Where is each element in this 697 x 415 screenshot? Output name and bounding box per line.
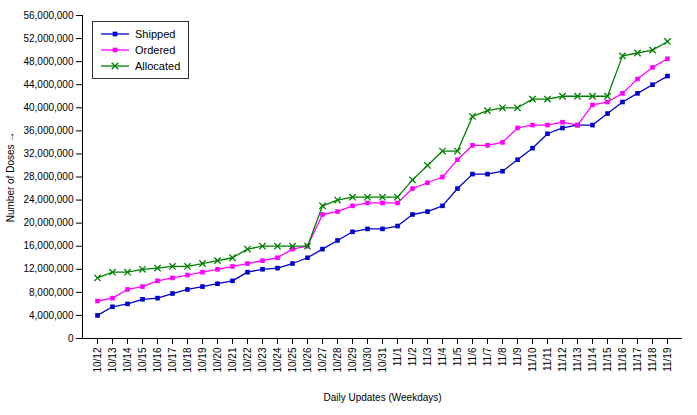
svg-text:10/18: 10/18	[182, 347, 193, 372]
svg-text:52,000,000: 52,000,000	[23, 33, 73, 44]
svg-text:32,000,000: 32,000,000	[23, 148, 73, 159]
svg-text:11/1: 11/1	[392, 347, 403, 366]
svg-text:10/23: 10/23	[257, 347, 268, 372]
svg-text:10/27: 10/27	[317, 347, 328, 372]
svg-text:11/6: 11/6	[467, 347, 478, 366]
html-text:Allocated: Allocated	[135, 60, 181, 72]
svg-text:11/7: 11/7	[482, 347, 493, 366]
svg-text:11/17: 11/17	[632, 347, 643, 372]
svg-text:10/19: 10/19	[197, 347, 208, 372]
svg-text:10/13: 10/13	[107, 347, 118, 372]
svg-text:10/28: 10/28	[332, 347, 343, 372]
svg-text:11/2: 11/2	[407, 347, 418, 366]
svg-text:10/31: 10/31	[377, 347, 388, 372]
svg-text:24,000,000: 24,000,000	[23, 194, 73, 205]
svg-text:10/15: 10/15	[137, 347, 148, 372]
svg-text:11/15: 11/15	[602, 347, 613, 372]
svg-text:16,000,000: 16,000,000	[23, 240, 73, 251]
svg-text:11/5: 11/5	[452, 347, 463, 366]
svg-text:11/14: 11/14	[587, 347, 598, 372]
svg-text:56,000,000: 56,000,000	[23, 10, 73, 21]
svg-text:40,000,000: 40,000,000	[23, 102, 73, 113]
svg-text:20,000,000: 20,000,000	[23, 217, 73, 228]
svg-text:48,000,000: 48,000,000	[23, 56, 73, 67]
svg-text:11/8: 11/8	[497, 347, 508, 366]
svg-text:10/26: 10/26	[302, 347, 313, 372]
svg-text:10/24: 10/24	[272, 347, 283, 372]
svg-text:11/9: 11/9	[512, 347, 523, 366]
svg-text:11/12: 11/12	[557, 347, 568, 372]
svg-text:11/4: 11/4	[437, 347, 448, 366]
svg-text:10/30: 10/30	[362, 347, 373, 372]
svg-text:11/10: 11/10	[527, 347, 538, 372]
svg-text:11/18: 11/18	[647, 347, 658, 372]
svg-text:10/16: 10/16	[152, 347, 163, 372]
svg-text:Daily Updates (Weekdays): Daily Updates (Weekdays)	[323, 392, 441, 403]
html-text:Shipped: Shipped	[135, 28, 176, 40]
svg-text:4,000,000: 4,000,000	[29, 310, 74, 321]
svg-text:11/16: 11/16	[617, 347, 628, 372]
svg-text:11/3: 11/3	[422, 347, 433, 366]
svg-text:10/17: 10/17	[167, 347, 178, 372]
svg-text:36,000,000: 36,000,000	[23, 125, 73, 136]
svg-text:11/13: 11/13	[572, 347, 583, 372]
svg-text:11/11: 11/11	[542, 347, 553, 371]
svg-text:8,000,000: 8,000,000	[29, 287, 74, 298]
svg-text:10/22: 10/22	[242, 347, 253, 372]
svg-text:28,000,000: 28,000,000	[23, 171, 73, 182]
svg-text:10/12: 10/12	[92, 347, 103, 372]
svg-text:10/25: 10/25	[287, 347, 298, 372]
svg-text:0: 0	[68, 333, 74, 344]
svg-text:12,000,000: 12,000,000	[23, 263, 73, 274]
svg-text:Number of Doses →: Number of Doses →	[5, 132, 16, 223]
svg-text:10/20: 10/20	[212, 347, 223, 372]
html-text:Ordered: Ordered	[135, 44, 176, 56]
svg-text:11/19: 11/19	[662, 347, 673, 372]
svg-text:10/21: 10/21	[227, 347, 238, 372]
svg-text:10/14: 10/14	[122, 347, 133, 372]
svg-text:44,000,000: 44,000,000	[23, 79, 73, 90]
svg-text:10/29: 10/29	[347, 347, 358, 372]
